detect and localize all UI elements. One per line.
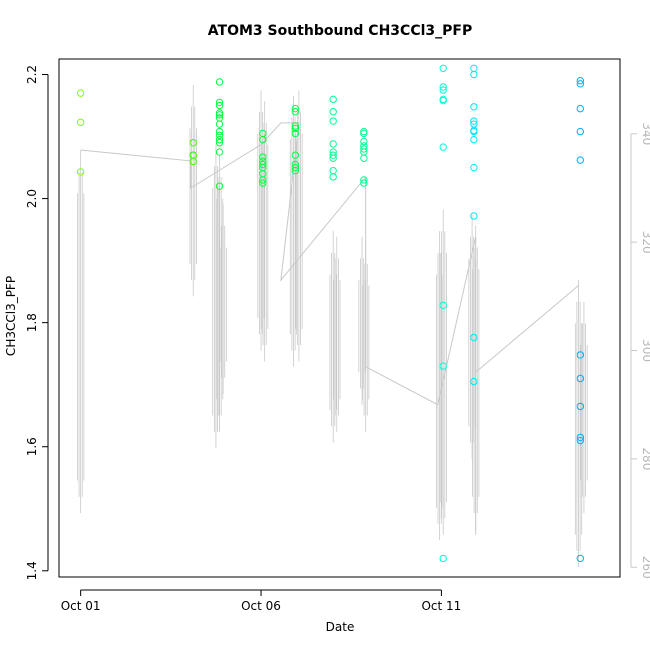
y-tick-label: 2.2 bbox=[25, 65, 39, 84]
x-axis: Oct 01 Oct 06 Oct 11 bbox=[61, 589, 461, 613]
data-point bbox=[470, 377, 478, 386]
y2-axis: 260 280 300 320 340 bbox=[630, 122, 650, 579]
data-point bbox=[291, 124, 300, 133]
data-point bbox=[215, 111, 224, 119]
y-tick-label: 1.8 bbox=[25, 313, 39, 332]
data-point bbox=[576, 402, 585, 411]
data-point bbox=[189, 139, 197, 147]
data-point bbox=[215, 135, 224, 144]
data-point bbox=[470, 70, 478, 79]
data-point bbox=[329, 154, 337, 162]
y2-tick-label: 300 bbox=[640, 339, 650, 362]
data-point bbox=[215, 120, 224, 128]
data-point bbox=[439, 362, 447, 370]
data-point bbox=[215, 109, 224, 117]
data-point bbox=[215, 127, 224, 136]
data-point bbox=[259, 135, 267, 144]
y2-tick-label: 260 bbox=[640, 556, 650, 579]
data-point bbox=[329, 173, 337, 181]
data-point bbox=[291, 163, 300, 172]
data-point bbox=[470, 135, 478, 144]
data-point bbox=[360, 137, 368, 146]
data-point bbox=[76, 118, 85, 126]
data-point bbox=[439, 64, 447, 73]
chart-title: ATOM3 Southbound CH3CCl3_PFP bbox=[208, 23, 472, 39]
y-axis: 1.4 1.6 1.8 2.0 2.2 bbox=[25, 65, 49, 580]
data-point bbox=[470, 163, 478, 172]
data-point bbox=[439, 143, 447, 151]
y2-tick-label: 280 bbox=[640, 447, 650, 470]
data-point bbox=[329, 166, 337, 175]
secondary-series-layer bbox=[77, 85, 588, 568]
data-point bbox=[470, 64, 478, 73]
y2-tick-label: 320 bbox=[640, 231, 650, 254]
y2-tick-label: 340 bbox=[640, 122, 650, 145]
data-point bbox=[360, 145, 368, 153]
data-point bbox=[576, 104, 585, 113]
data-point bbox=[291, 151, 300, 159]
data-point bbox=[360, 127, 368, 136]
data-point bbox=[470, 333, 478, 342]
data-point bbox=[215, 98, 224, 107]
data-point bbox=[215, 78, 224, 86]
data-point bbox=[576, 436, 585, 445]
data-point bbox=[259, 160, 267, 169]
data-point bbox=[291, 104, 300, 113]
x-tick-label: Oct 11 bbox=[421, 599, 461, 613]
data-point bbox=[76, 89, 85, 97]
x-axis-label: Date bbox=[326, 620, 355, 634]
data-point bbox=[576, 156, 585, 164]
data-point bbox=[291, 108, 300, 116]
secondary-line bbox=[80, 122, 579, 535]
data-point bbox=[215, 101, 224, 110]
plot-frame bbox=[58, 58, 621, 578]
y-axis-label: CH3CCl3_PFP bbox=[4, 276, 18, 356]
data-point bbox=[470, 212, 478, 220]
data-point bbox=[291, 166, 300, 175]
data-point bbox=[360, 179, 368, 187]
data-point bbox=[215, 182, 224, 190]
data-point bbox=[329, 108, 337, 116]
x-tick-label: Oct 06 bbox=[241, 599, 281, 613]
y-tick-label: 1.6 bbox=[25, 437, 39, 456]
x-tick-label: Oct 01 bbox=[61, 599, 101, 613]
data-point bbox=[360, 176, 368, 184]
data-point bbox=[576, 433, 585, 442]
data-point bbox=[259, 153, 267, 161]
data-point bbox=[439, 554, 447, 563]
data-point bbox=[576, 554, 585, 563]
data-point bbox=[215, 139, 224, 147]
data-point bbox=[215, 148, 224, 156]
data-point bbox=[576, 351, 585, 359]
data-point bbox=[439, 301, 447, 309]
data-point bbox=[215, 131, 224, 140]
y-tick-label: 2.0 bbox=[25, 189, 39, 208]
data-point bbox=[439, 96, 447, 105]
data-point bbox=[329, 95, 337, 104]
data-point bbox=[470, 103, 478, 111]
data-point bbox=[360, 154, 368, 162]
data-point bbox=[470, 117, 478, 125]
data-point bbox=[329, 117, 337, 125]
points-layer bbox=[76, 64, 585, 563]
y-tick-label: 1.4 bbox=[25, 561, 39, 580]
data-point bbox=[329, 140, 337, 148]
data-point bbox=[329, 151, 337, 159]
data-point bbox=[576, 77, 585, 85]
data-point bbox=[360, 129, 368, 138]
data-point bbox=[259, 176, 267, 184]
data-point bbox=[259, 179, 267, 187]
data-point bbox=[470, 127, 478, 136]
data-point bbox=[576, 80, 585, 88]
data-point bbox=[189, 157, 197, 166]
data-point bbox=[576, 374, 585, 383]
data-point bbox=[291, 129, 300, 138]
data-point bbox=[439, 86, 447, 94]
data-point bbox=[291, 122, 300, 130]
data-point bbox=[439, 83, 447, 91]
data-point bbox=[576, 127, 585, 136]
data-point bbox=[76, 168, 85, 176]
